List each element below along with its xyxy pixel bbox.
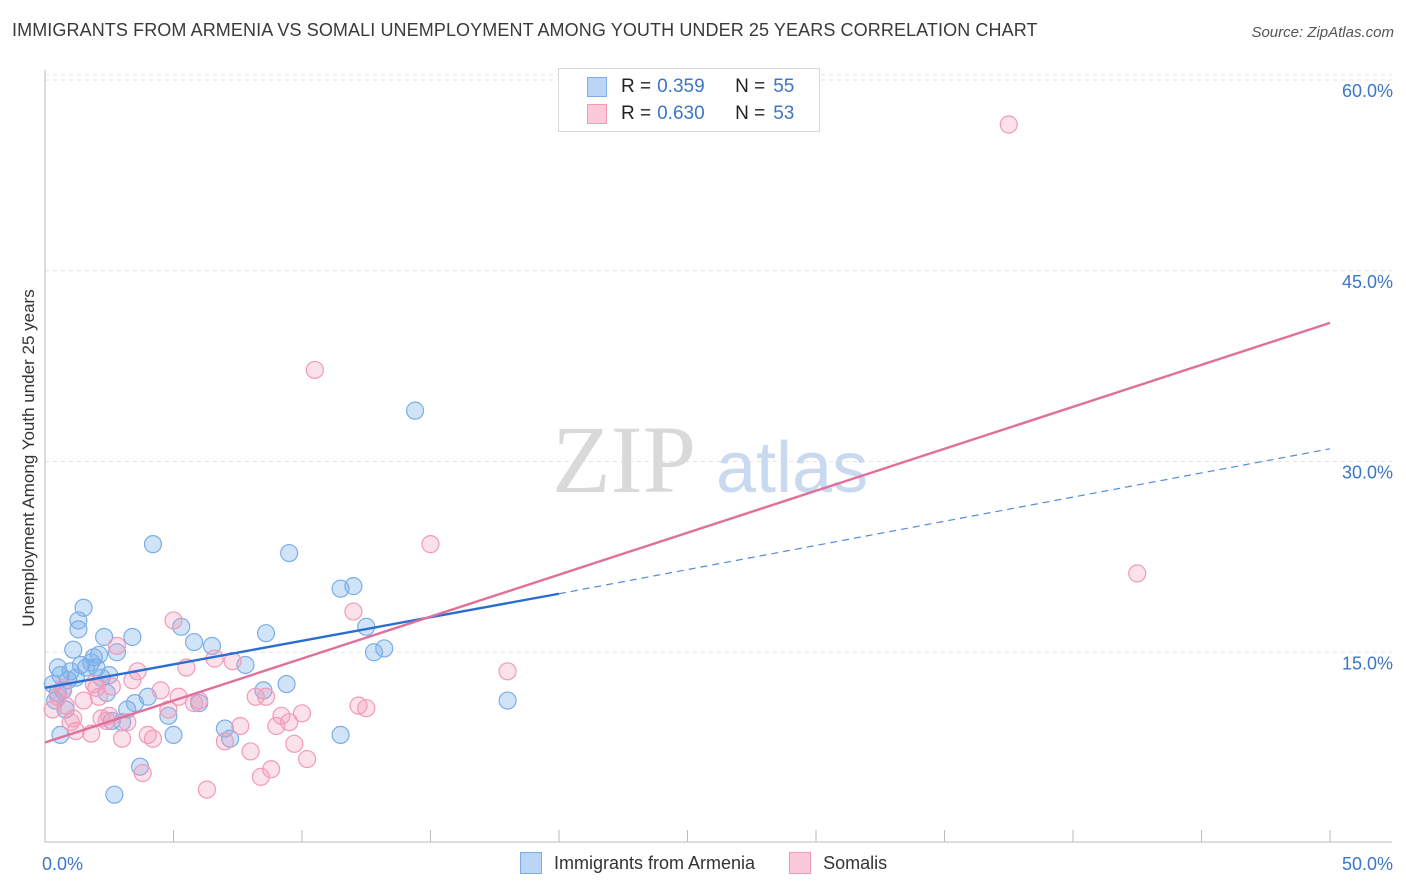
- point-somalis: [298, 749, 317, 769]
- series-legend: Immigrants from Armenia Somalis: [520, 852, 921, 874]
- point-somalis: [112, 729, 132, 748]
- point-somalis: [102, 677, 121, 696]
- point-armenia: [375, 639, 394, 658]
- legend-row-somalis: R = 0.630 N = 53: [587, 101, 794, 127]
- point-armenia: [82, 653, 101, 672]
- x-tick-label: 50.0%: [1342, 854, 1393, 874]
- point-somalis: [133, 763, 152, 783]
- legend-n-value: 55: [773, 76, 795, 97]
- point-armenia: [498, 691, 517, 710]
- point-somalis: [285, 734, 304, 753]
- point-armenia: [89, 645, 109, 664]
- point-somalis: [1128, 564, 1147, 583]
- point-armenia: [77, 658, 96, 677]
- legend-label-armenia: Immigrants from Armenia: [554, 852, 756, 873]
- point-somalis: [256, 687, 276, 706]
- legend-n-label: N =: [735, 103, 766, 124]
- point-armenia: [215, 719, 234, 738]
- legend-r-value: 0.630: [657, 103, 705, 124]
- point-somalis: [357, 699, 376, 718]
- point-armenia: [105, 785, 124, 804]
- point-armenia: [280, 543, 299, 563]
- point-somalis: [231, 716, 250, 736]
- chart-title: IMMIGRANTS FROM ARMENIA VS SOMALI UNEMPL…: [12, 20, 1038, 40]
- legend-item-somalis: Somalis: [789, 852, 887, 874]
- point-armenia: [74, 598, 93, 617]
- point-somalis: [151, 681, 170, 700]
- point-somalis: [107, 636, 127, 655]
- point-armenia: [143, 535, 163, 554]
- point-armenia: [64, 640, 83, 659]
- point-somalis: [999, 115, 1018, 134]
- point-somalis: [498, 662, 517, 681]
- y-tick-label: 15.0%: [1342, 653, 1393, 673]
- trend-extension-armenia: [558, 448, 1331, 595]
- legend-n-label: N =: [735, 76, 766, 97]
- point-somalis: [97, 711, 116, 731]
- point-somalis: [215, 732, 234, 751]
- point-somalis: [66, 721, 85, 741]
- point-armenia: [256, 624, 276, 643]
- legend-label-somalis: Somalis: [823, 852, 888, 873]
- legend-swatch-armenia: [587, 77, 607, 97]
- legend-row-armenia: R = 0.359 N = 55: [587, 74, 794, 100]
- point-somalis: [305, 360, 324, 380]
- point-somalis: [246, 687, 265, 706]
- legend-swatch-somalis: [789, 852, 812, 874]
- source-label: Source: ZipAtlas.com: [1251, 24, 1394, 41]
- watermark: ZIP atlas: [552, 406, 868, 513]
- watermark-atlas: atlas: [716, 428, 868, 508]
- point-armenia: [344, 577, 363, 596]
- legend-n-value: 53: [773, 103, 795, 124]
- y-tick-label: 45.0%: [1342, 272, 1393, 292]
- point-armenia: [364, 643, 384, 662]
- point-somalis: [344, 602, 363, 621]
- point-armenia: [123, 627, 142, 647]
- correlation-legend: R = 0.359 N = 55 R = 0.630 N = 53: [558, 68, 820, 132]
- grid-lines: [45, 74, 1392, 653]
- x-tick-label: 0.0%: [42, 854, 83, 874]
- watermark-zip: ZIP: [552, 406, 696, 513]
- y-axis-label: Unemployment Among Youth under 25 years: [19, 289, 38, 626]
- point-somalis: [421, 535, 440, 554]
- legend-swatch-somalis: [587, 104, 607, 124]
- point-armenia: [159, 706, 178, 725]
- point-armenia: [184, 632, 204, 652]
- point-armenia: [277, 674, 296, 694]
- data-points: [43, 115, 1147, 804]
- point-somalis: [280, 713, 299, 732]
- legend-item-armenia: Immigrants from Armenia: [520, 852, 755, 874]
- trend-line-somalis: [44, 321, 1331, 744]
- point-somalis: [89, 687, 109, 706]
- point-somalis: [164, 611, 183, 630]
- point-somalis: [159, 700, 178, 719]
- point-somalis: [143, 729, 163, 748]
- point-somalis: [53, 678, 73, 697]
- legend-r-label: R =: [621, 103, 652, 124]
- point-armenia: [107, 643, 127, 662]
- point-somalis: [251, 767, 270, 786]
- point-somalis: [292, 704, 312, 723]
- point-armenia: [405, 401, 425, 420]
- trend-line-armenia: [44, 592, 560, 690]
- point-armenia: [220, 729, 240, 748]
- legend-r-value: 0.359: [657, 76, 705, 97]
- legend-swatch-armenia: [520, 852, 542, 874]
- y-tick-label: 30.0%: [1342, 463, 1393, 483]
- point-somalis: [197, 780, 217, 799]
- legend-r-label: R =: [621, 76, 652, 97]
- point-armenia: [164, 725, 183, 745]
- y-tick-label: 60.0%: [1342, 81, 1393, 101]
- point-armenia: [331, 725, 350, 745]
- trend-lines: [44, 321, 1331, 744]
- tick-labels: 15.0% 30.0% 45.0% 60.0% 0.0% 50.0%: [42, 81, 1393, 874]
- point-somalis: [74, 691, 93, 710]
- point-somalis: [262, 760, 281, 779]
- point-armenia: [95, 627, 114, 647]
- point-somalis: [241, 742, 260, 761]
